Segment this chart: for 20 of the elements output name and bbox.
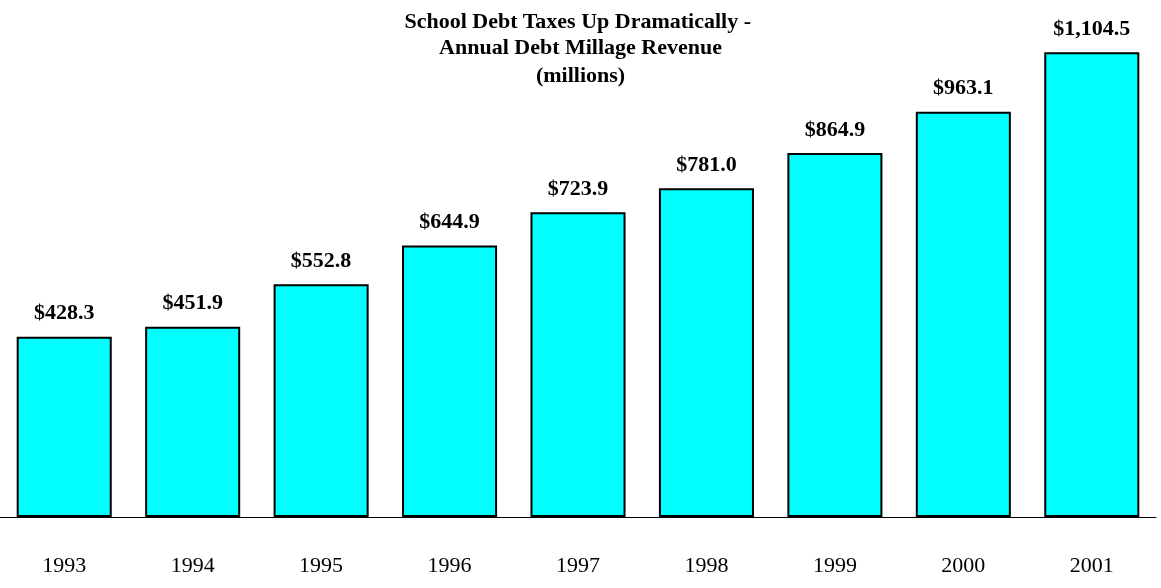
data-label: $428.3 bbox=[33, 299, 95, 325]
x-tick-label: 1997 bbox=[556, 551, 600, 577]
data-label: $644.9 bbox=[419, 208, 480, 234]
chart-title: School Debt Taxes Up Dramatically - Annual Debt Millage Revenue bbox=[404, 7, 757, 59]
data-label: $963.1 bbox=[933, 74, 994, 100]
x-tick-label: 1999 bbox=[812, 551, 857, 577]
x-tick-label: 1995 bbox=[299, 551, 344, 577]
x-tick-label: 2000 bbox=[941, 551, 986, 577]
x-tick-label: 1998 bbox=[684, 551, 729, 577]
chart-subtitle: (millions) bbox=[535, 61, 626, 87]
x-tick-label: 1994 bbox=[170, 551, 215, 577]
data-label: $864.9 bbox=[804, 115, 866, 141]
data-label: $451.9 bbox=[162, 289, 223, 315]
x-tick-label: 1993 bbox=[42, 551, 87, 577]
x-tick-label: 2001 bbox=[1069, 551, 1114, 577]
data-label: $552.8 bbox=[290, 246, 352, 272]
x-tick-label: 1996 bbox=[427, 551, 472, 577]
data-label: $781.0 bbox=[676, 150, 737, 176]
data-label: $1,104.5 bbox=[1053, 14, 1131, 40]
data-label: $723.9 bbox=[547, 174, 609, 200]
